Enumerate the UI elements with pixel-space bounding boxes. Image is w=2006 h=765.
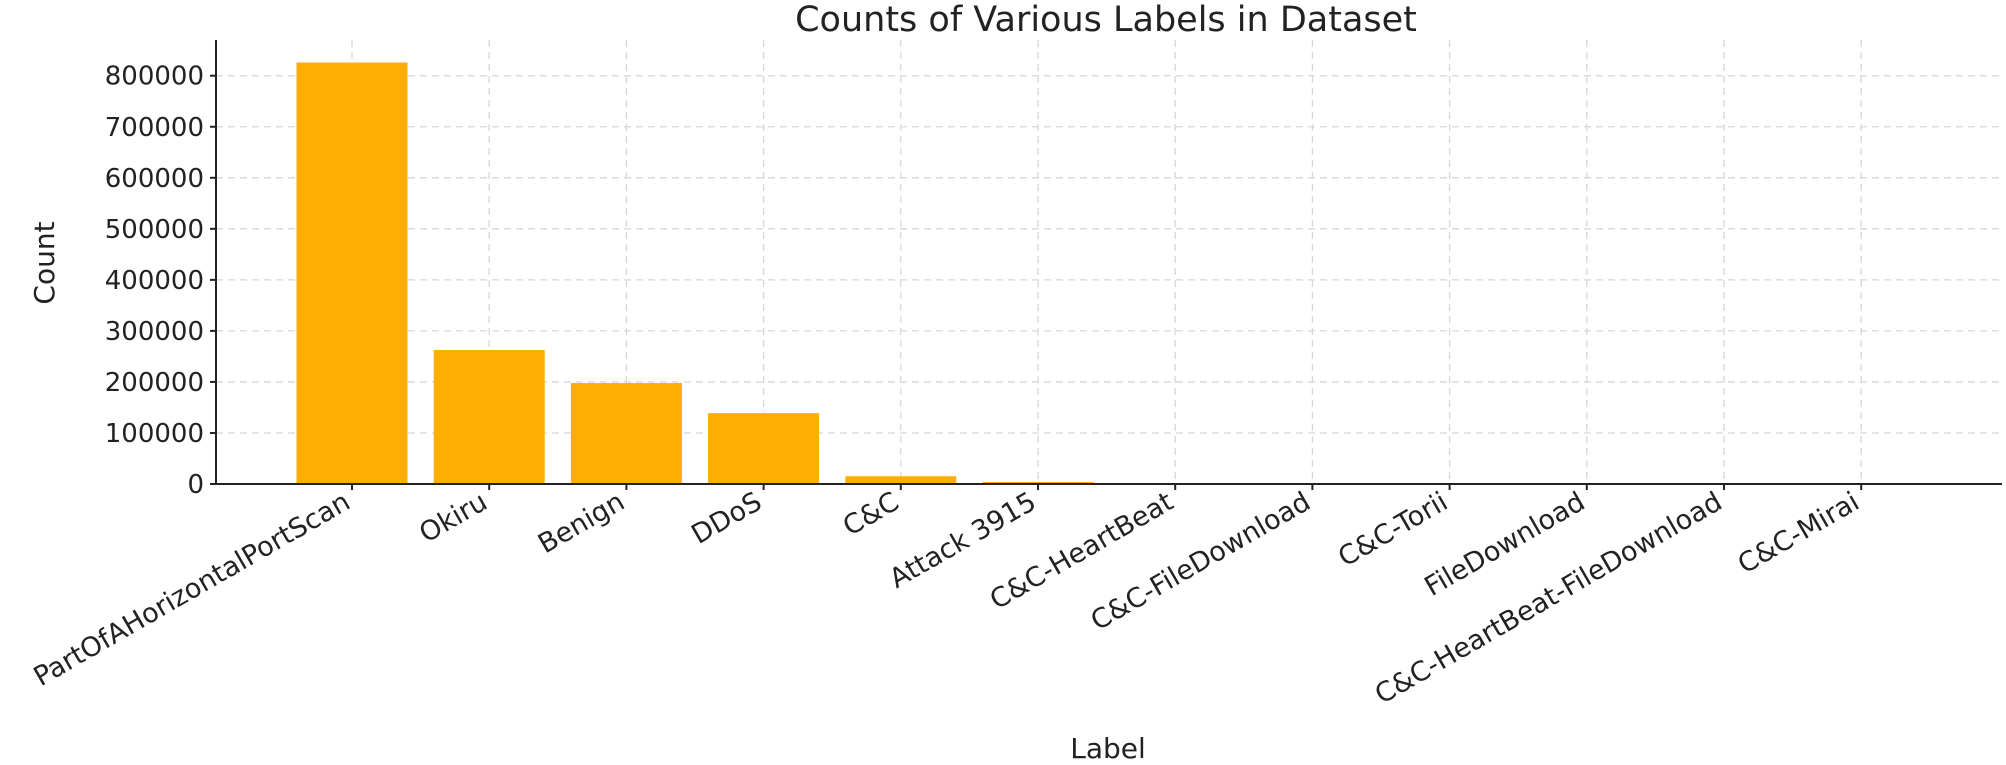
x-tick-label: DDoS (686, 486, 767, 550)
x-tick-label: Okiru (414, 486, 492, 549)
bar (570, 383, 682, 484)
y-ticks: 0 100000 200000 300000 400000 500000 600000 700… (105, 62, 216, 500)
x-axis-label: Label (1070, 732, 1146, 765)
x-tick-label: Benign (533, 486, 630, 560)
y-tick-label: 0 (187, 470, 204, 500)
plot-grid (216, 40, 2002, 485)
y-tick-label: 700000 (105, 113, 204, 143)
y-tick-label: 200000 (105, 368, 204, 398)
x-tick-label: PartOfAHorizontalPortScan (29, 486, 356, 693)
y-tick-label: 500000 (105, 215, 204, 245)
x-ticks: PartOfAHorizontalPortScan Okiru Benign DDoS… (29, 484, 1865, 711)
x-tick-label: C&C-Mirai (1733, 486, 1865, 580)
y-tick-label: 800000 (105, 62, 204, 92)
x-tick-label: C&C-Torii (1333, 486, 1453, 573)
y-tick-label: 100000 (105, 419, 204, 449)
bar (708, 413, 820, 484)
y-tick-label: 600000 (105, 164, 204, 194)
bar (433, 349, 545, 484)
y-tick-label: 300000 (105, 317, 204, 347)
x-tick-label: C&C-FileDownload (1086, 486, 1316, 637)
y-tick-label: 400000 (105, 266, 204, 296)
x-tick-label: C&C (838, 486, 904, 542)
plot-bars (296, 62, 1917, 485)
chart-title: Counts of Various Labels in Dataset (795, 0, 1417, 40)
plot-axes (215, 40, 2002, 485)
y-axis-label: Count (28, 221, 61, 304)
bar (296, 62, 408, 485)
bar (845, 476, 957, 484)
